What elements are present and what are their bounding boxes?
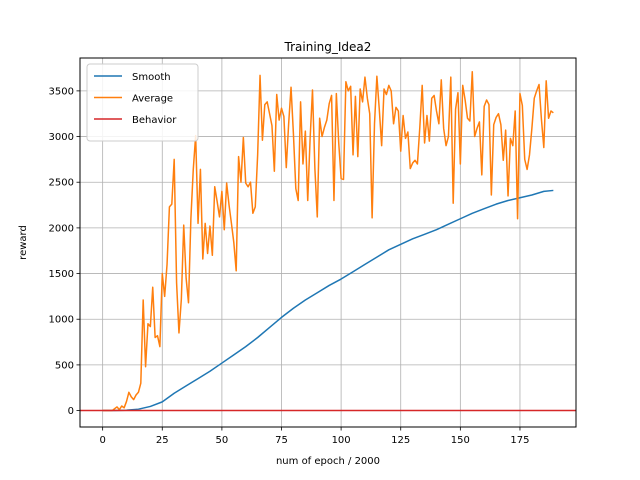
x-tick-label: 175	[510, 435, 529, 446]
y-tick-label: 3000	[49, 132, 74, 143]
legend-label-average: Average	[132, 94, 173, 105]
x-tick-label: 0	[99, 435, 105, 446]
y-tick-label: 3500	[49, 86, 74, 97]
plot-series	[80, 70, 576, 412]
legend: Smooth Average Behavior	[86, 63, 199, 142]
y-tick-label: 1500	[49, 269, 74, 280]
x-tick-label: 25	[156, 435, 169, 446]
y-tick-label: 500	[55, 360, 74, 371]
x-axis-ticks: 0 25 50 75 100 125 150 175	[99, 427, 530, 446]
x-tick-label: 150	[451, 435, 470, 446]
x-tick-label: 75	[275, 435, 288, 446]
y-tick-label: 2500	[49, 178, 74, 189]
x-tick-label: 50	[216, 435, 229, 446]
series-line-average	[102, 70, 554, 412]
x-axis-label: num of epoch / 2000	[276, 456, 380, 467]
series-line-smooth	[102, 189, 554, 412]
y-tick-label: 2000	[49, 223, 74, 234]
chart-title: Training_Idea2	[284, 40, 372, 54]
legend-label-smooth: Smooth	[132, 72, 171, 83]
x-tick-label: 125	[391, 435, 410, 446]
x-tick-label: 100	[332, 435, 351, 446]
y-axis-label: reward	[18, 225, 29, 260]
y-axis-ticks: 0 500 1000 1500 2000 2500 3000 3500	[49, 86, 80, 417]
axes-frame	[79, 57, 577, 428]
y-tick-label: 1000	[49, 315, 74, 326]
legend-label-behavior: Behavior	[132, 115, 177, 126]
y-tick-label: 0	[68, 406, 74, 417]
legend-box	[86, 63, 199, 142]
